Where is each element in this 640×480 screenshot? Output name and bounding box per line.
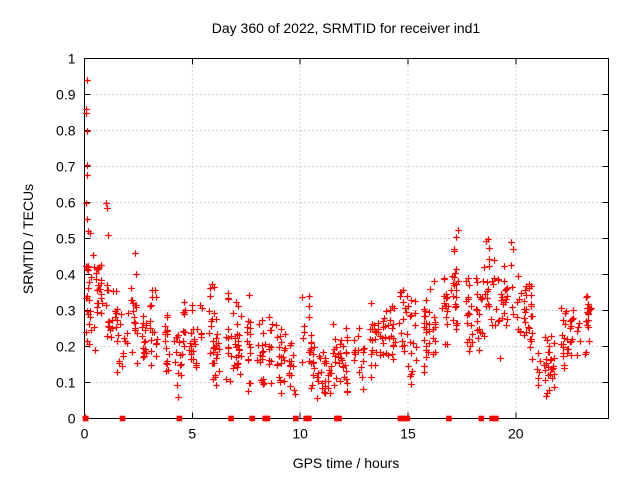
baseline-square-markers <box>82 415 499 422</box>
y-tick-label: 0 <box>68 411 76 427</box>
x-tick-labels: 0 5 10 15 20 <box>81 426 524 442</box>
y-tick-label: 0.6 <box>56 195 76 211</box>
x-tick-label: 15 <box>400 426 416 442</box>
y-tick-label: 0.8 <box>56 123 76 139</box>
grid-lines <box>84 58 609 419</box>
y-tick-label: 0.1 <box>56 375 76 391</box>
y-tick-label: 0.7 <box>56 159 76 175</box>
chart-title: Day 360 of 2022, SRMTID for receiver ind… <box>211 20 481 36</box>
y-tick-label: 0.9 <box>56 87 76 103</box>
y-tick-label: 0.2 <box>56 339 76 355</box>
x-axis-label: GPS time / hours <box>292 455 400 471</box>
y-tick-label: 0.5 <box>56 231 76 247</box>
x-tick-label: 5 <box>188 426 196 442</box>
y-tick-labels: 0 0.1 0.2 0.3 0.4 0.5 0.6 0.7 0.8 0.9 1 <box>56 51 76 427</box>
axis-ticks <box>84 58 609 419</box>
y-tick-label: 0.4 <box>56 267 76 283</box>
x-tick-label: 10 <box>292 426 308 442</box>
plot-frame <box>84 58 609 419</box>
y-tick-label: 0.3 <box>56 303 76 319</box>
x-tick-label: 20 <box>508 426 524 442</box>
x-tick-label: 0 <box>81 426 89 442</box>
y-tick-label: 1 <box>68 51 76 67</box>
scatter-points-plus <box>82 77 595 421</box>
